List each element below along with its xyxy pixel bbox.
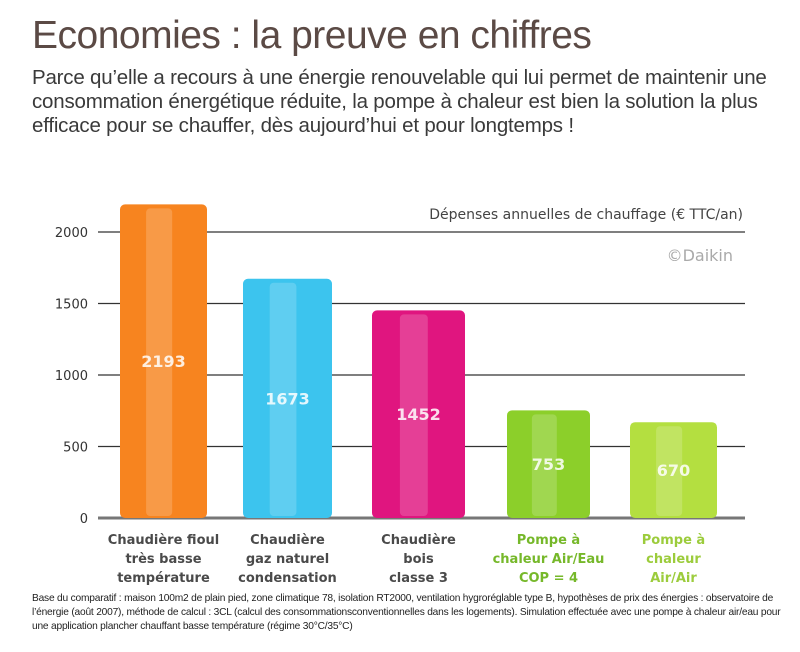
x-category-label: condensation [238, 571, 337, 586]
bar-highlight [399, 314, 428, 516]
page-title: Economies : la preuve en chiffres [32, 14, 592, 57]
subtitle: Parce qu’elle a recours à une énergie re… [32, 66, 767, 137]
y-tick-label: 1500 [55, 298, 88, 313]
data-label: 670 [657, 461, 690, 480]
x-category-label: Chaudière [250, 533, 325, 548]
footnote: Base du comparatif : maison 100m2 de pla… [32, 593, 781, 632]
x-category-label: bois [403, 552, 434, 567]
bar-chart: Dépenses annuelles de chauffage (€ TTC/a… [55, 204, 745, 586]
x-category-label: Chaudière [381, 533, 456, 548]
x-category-label: Pompe à [642, 533, 705, 548]
bar-highlight [146, 208, 173, 516]
bar-highlight [656, 426, 683, 516]
chart-title: Dépenses annuelles de chauffage (€ TTC/a… [429, 207, 743, 223]
y-tick-label: 2000 [55, 226, 88, 241]
bar [372, 310, 465, 518]
x-category-label: température [117, 571, 210, 586]
bar [630, 422, 717, 518]
y-tick-label: 1000 [55, 369, 88, 384]
x-category-label: chaleur [646, 552, 701, 567]
data-label: 2193 [141, 352, 186, 371]
bar [243, 278, 332, 518]
data-label: 753 [532, 455, 565, 474]
x-category-label: gaz naturel [246, 552, 329, 567]
x-category-label: Pompe à [517, 533, 580, 548]
x-category-label: Air/Air [650, 571, 697, 586]
y-tick-label: 0 [80, 512, 88, 527]
bar-highlight [531, 414, 557, 516]
bar-highlight [269, 282, 297, 516]
bar [507, 410, 590, 518]
x-category-label: COP = 4 [519, 571, 578, 586]
data-label: 1452 [396, 405, 441, 424]
x-category-label: chaleur Air/Eau [493, 552, 605, 567]
bar [120, 204, 207, 518]
y-tick-label: 500 [63, 441, 88, 456]
x-category-label: Chaudière fioul [108, 533, 219, 548]
x-category-label: très basse [125, 552, 201, 567]
x-category-label: classe 3 [389, 571, 448, 586]
data-label: 1673 [265, 389, 310, 408]
copyright-label: ©Daikin [667, 246, 733, 265]
